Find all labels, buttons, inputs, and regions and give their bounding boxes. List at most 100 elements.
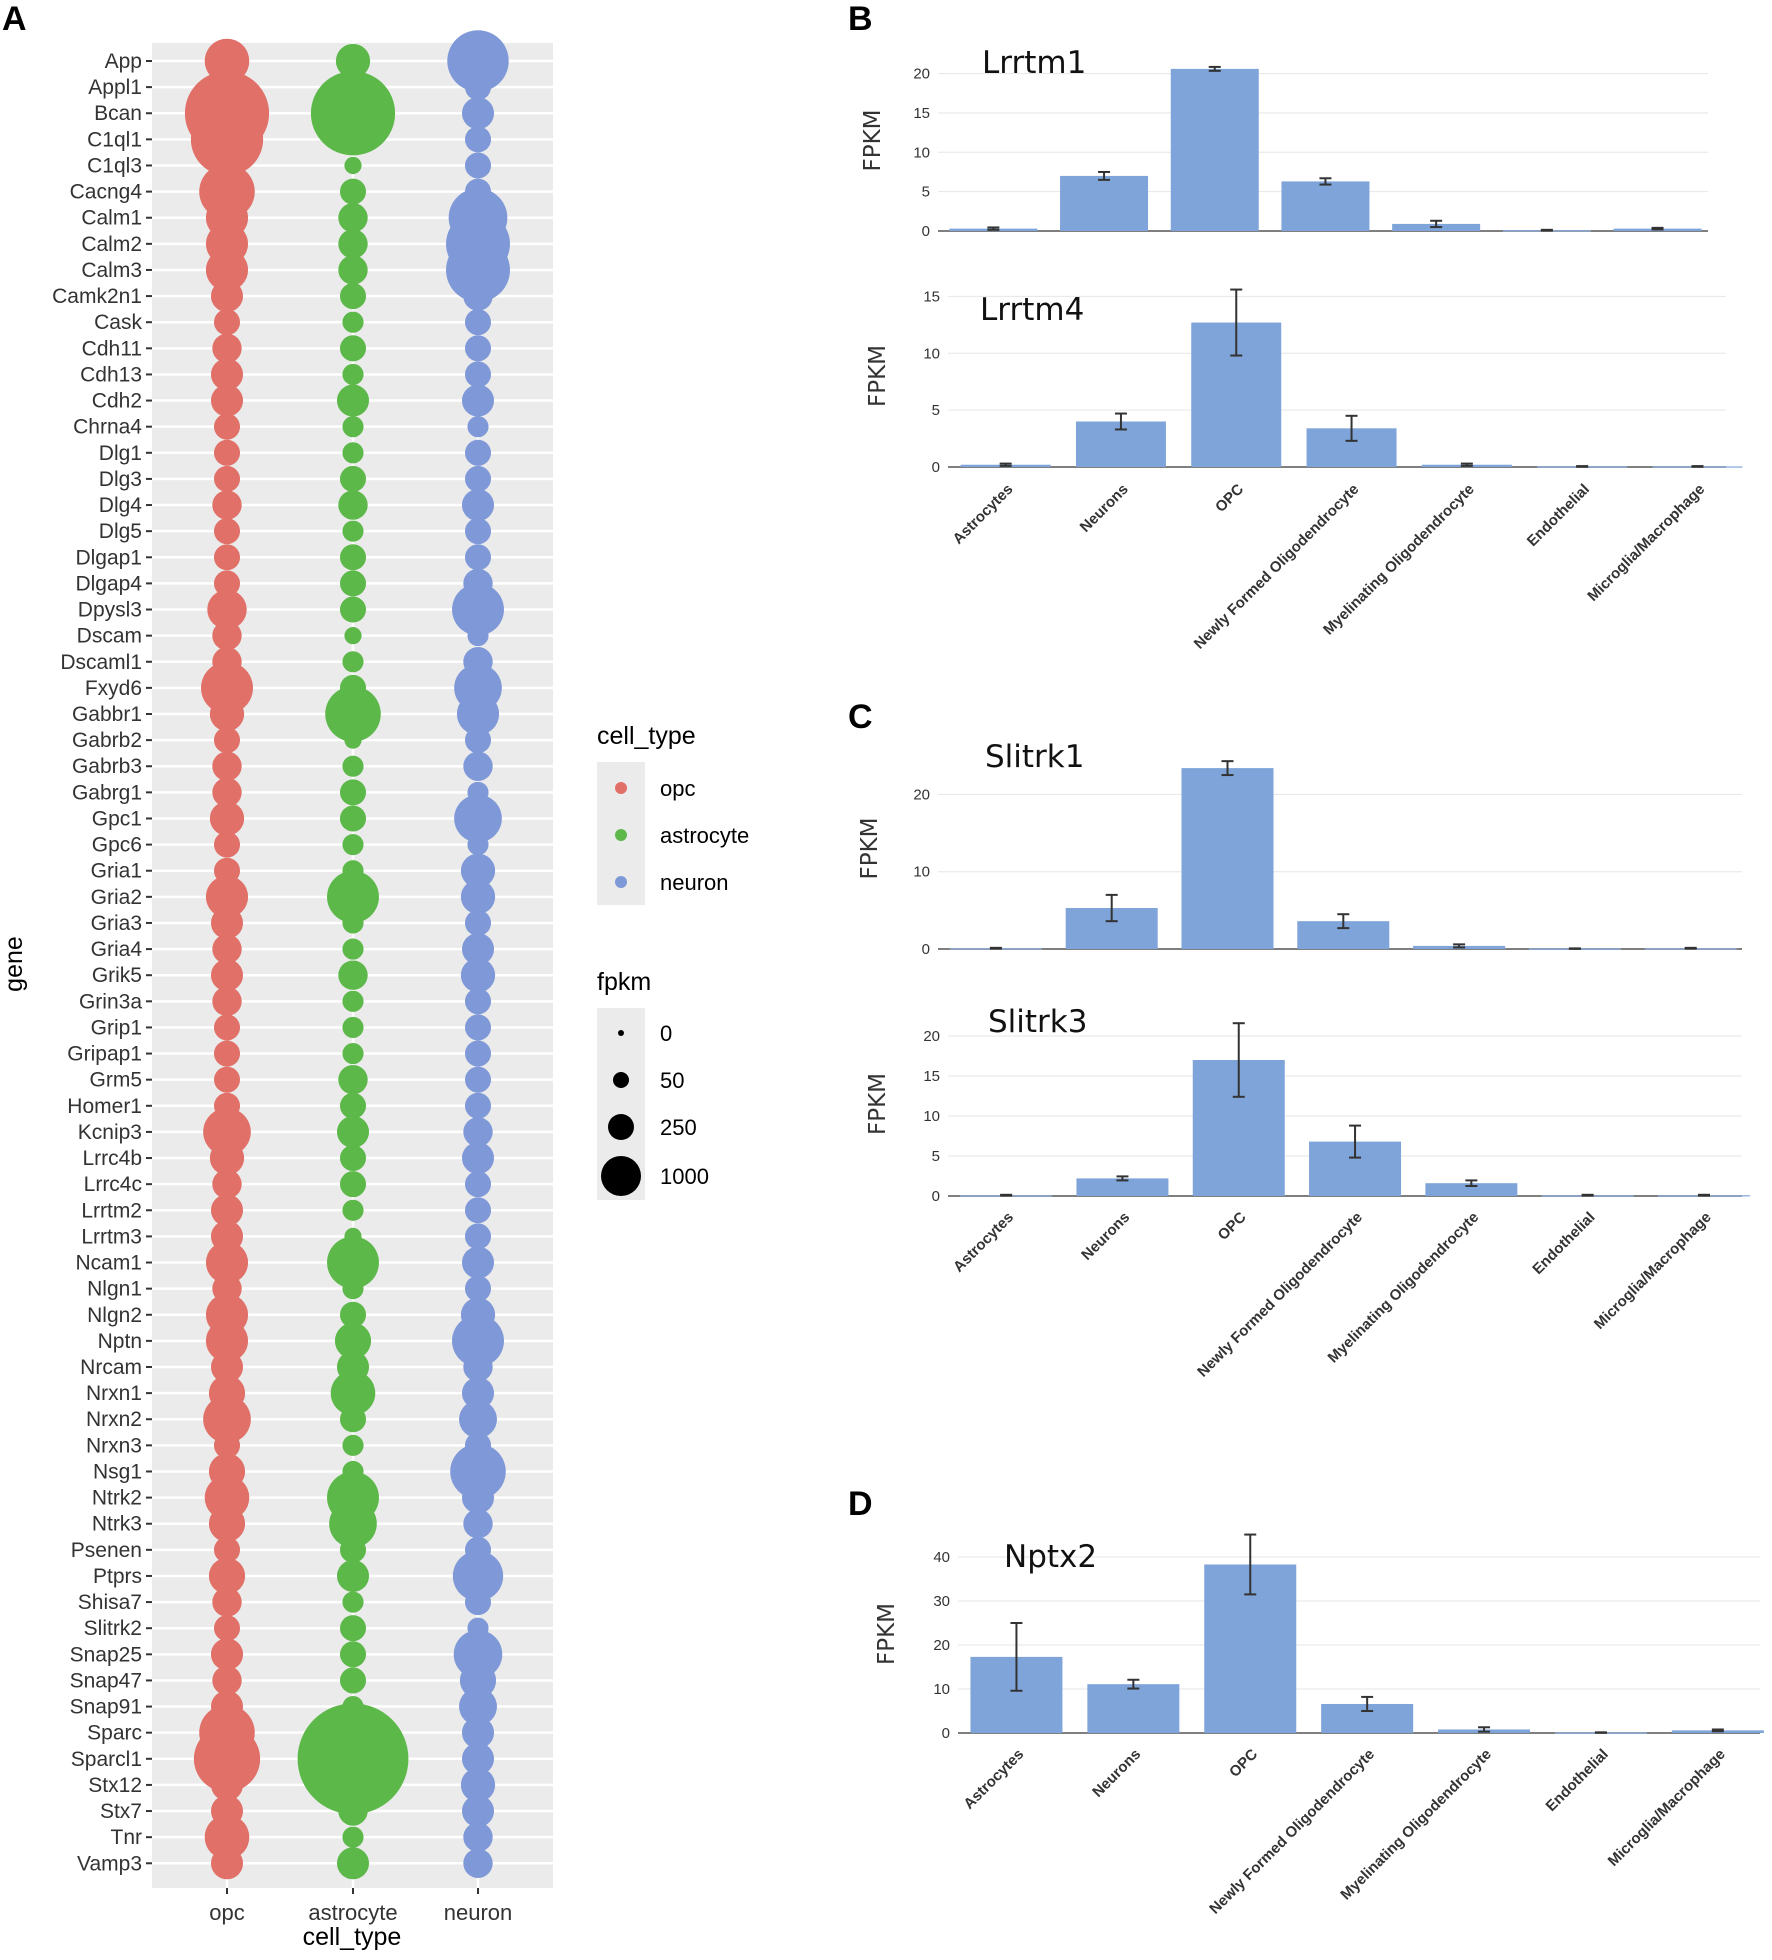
dot-neuron-chrna4	[467, 416, 489, 438]
dot-astrocyte-gabrb3	[342, 755, 364, 777]
gene-label-slitrk2: Slitrk2	[84, 1617, 142, 1640]
dot-astrocyte-stx12	[334, 1766, 372, 1804]
panel-letter-c: C	[848, 698, 873, 736]
gene-label-calm3: Calm3	[81, 259, 142, 282]
x-tick-label-neuron: neuron	[444, 1900, 513, 1925]
dot-astrocyte-gria3	[342, 912, 364, 934]
dot-neuron-vamp3	[463, 1848, 493, 1878]
gene-label-cask: Cask	[94, 311, 142, 334]
dot-astrocyte-cask	[342, 311, 364, 333]
y-tick-label-10: 10	[933, 1681, 950, 1698]
dot-neuron-grip1	[464, 1014, 492, 1041]
y-tick-label-10: 10	[923, 345, 940, 362]
dot-neuron-gabbr1	[456, 692, 500, 736]
dot-plot: App Appl1 Bcan C1ql1 C1ql3 Cacng4 Calm1 Calm2 Ca…	[0, 30, 553, 1951]
legend-size-label-1000: 1000	[660, 1164, 709, 1189]
legend-label-neuron: neuron	[660, 870, 729, 895]
dot-opc-gpc1	[209, 801, 245, 836]
dot-opc-gria4	[212, 934, 242, 964]
dot-opc-nrxn2	[203, 1395, 251, 1444]
dot-neuron-c1ql1	[464, 126, 492, 153]
dot-astrocyte-gabrb2	[344, 731, 362, 749]
legend-size-key-1000	[601, 1156, 641, 1196]
dot-opc-dlg5	[213, 518, 241, 545]
dot-astrocyte-dscam	[344, 627, 362, 645]
dot-astrocyte-chrna4	[342, 416, 364, 438]
bar-chart-lrrtm1: 0 5 10 15 20 FPKM Lrrtm1	[860, 45, 1708, 240]
dot-neuron-snap25	[453, 1630, 503, 1679]
dot-neuron-c1ql3	[464, 152, 492, 179]
bar-myelinating-oligodendrocyte	[1425, 1183, 1518, 1196]
gene-label-camk2n1: Camk2n1	[52, 285, 142, 308]
dot-neuron-dlgap1	[464, 544, 492, 571]
dot-neuron-nsg1	[450, 1443, 506, 1500]
legend-size-key-0	[618, 1030, 624, 1036]
dot-astrocyte-nrxn1	[330, 1370, 376, 1416]
gene-label-cdh2: Cdh2	[92, 390, 142, 413]
legend-size-key-50	[613, 1072, 629, 1088]
y-tick-label-0: 0	[942, 1725, 950, 1742]
gene-label-ntrk3: Ntrk3	[92, 1513, 142, 1536]
dot-neuron-calm3	[446, 237, 510, 302]
x-category-label-endothelial: Endothelial	[1529, 1209, 1598, 1278]
gene-label-ncam1: Ncam1	[75, 1252, 142, 1275]
gene-label-grin3a: Grin3a	[79, 990, 142, 1013]
dot-astrocyte-nrxn3	[342, 1434, 364, 1456]
dot-neuron-cask	[464, 309, 492, 336]
dot-astrocyte-calm1	[338, 203, 368, 233]
x-category-label-opc: OPC	[1215, 1209, 1250, 1244]
legend-size-label-250: 250	[660, 1115, 697, 1140]
gene-label-gpc1: Gpc1	[92, 807, 142, 830]
gene-label-ntrk2: Ntrk2	[92, 1487, 142, 1510]
dot-opc-dlgap1	[213, 544, 241, 571]
dot-astrocyte-psenen	[339, 1536, 367, 1563]
dot-astrocyte-lrrc4b	[339, 1145, 367, 1172]
dot-astrocyte-lrrc4c	[339, 1171, 367, 1198]
dot-astrocyte-gria4	[342, 938, 364, 960]
gene-label-stx12: Stx12	[88, 1774, 142, 1797]
gene-label-dlg1: Dlg1	[99, 442, 142, 465]
y-tick-label-5: 5	[932, 1148, 940, 1165]
gene-label-snap91: Snap91	[70, 1696, 142, 1719]
bar-opc	[1170, 68, 1259, 231]
gene-label-kcnip3: Kcnip3	[78, 1121, 142, 1144]
dot-neuron-dlg4	[461, 489, 495, 522]
gene-label-gpc6: Gpc6	[92, 834, 142, 857]
dot-opc-dpysl3	[207, 589, 247, 630]
y-tick-label-10: 10	[913, 144, 930, 161]
gene-label-gabrg1: Gabrg1	[72, 781, 142, 804]
dot-neuron-dlg1	[464, 439, 492, 466]
dot-astrocyte-nlgn2	[339, 1301, 367, 1328]
x-category-label-astrocytes: Astrocytes	[960, 1746, 1027, 1813]
gene-label-ptprs: Ptprs	[93, 1565, 142, 1588]
dot-neuron-gpc6	[467, 834, 489, 856]
y-tick-label-0: 0	[922, 223, 930, 240]
dot-opc-lrrc4b	[209, 1140, 245, 1176]
dot-opc-ntrk2	[204, 1475, 250, 1520]
gene-label-dlgap4: Dlgap4	[75, 572, 142, 595]
dot-opc-dlgap4	[213, 570, 241, 597]
gene-label-gria3: Gria3	[91, 912, 142, 935]
gene-label-calm1: Calm1	[81, 207, 142, 230]
dot-opc-cask	[213, 309, 241, 336]
gene-label-nlgn1: Nlgn1	[87, 1278, 142, 1301]
dot-neuron-grm5	[464, 1066, 492, 1093]
gene-label-cacng4: Cacng4	[70, 181, 143, 204]
dot-opc-gabrg1	[212, 777, 242, 808]
dot-opc-snap47	[212, 1665, 242, 1696]
dot-opc-camk2n1	[210, 280, 244, 313]
legend-size-label-50: 50	[660, 1068, 684, 1093]
dot-astrocyte-ncam1	[327, 1236, 379, 1289]
gene-label-lrrc4b: Lrrc4b	[82, 1147, 142, 1170]
y-tick-label-0: 0	[922, 941, 930, 958]
dot-opc-ncam1	[205, 1241, 249, 1284]
dot-neuron-snap91	[459, 1687, 497, 1726]
x-tick-label-astrocyte: astrocyte	[308, 1900, 397, 1925]
gene-label-snap47: Snap47	[70, 1669, 142, 1692]
dot-opc-calm3	[205, 248, 249, 292]
dot-opc-grin3a	[212, 986, 242, 1017]
dot-astrocyte-grin3a	[342, 990, 364, 1012]
